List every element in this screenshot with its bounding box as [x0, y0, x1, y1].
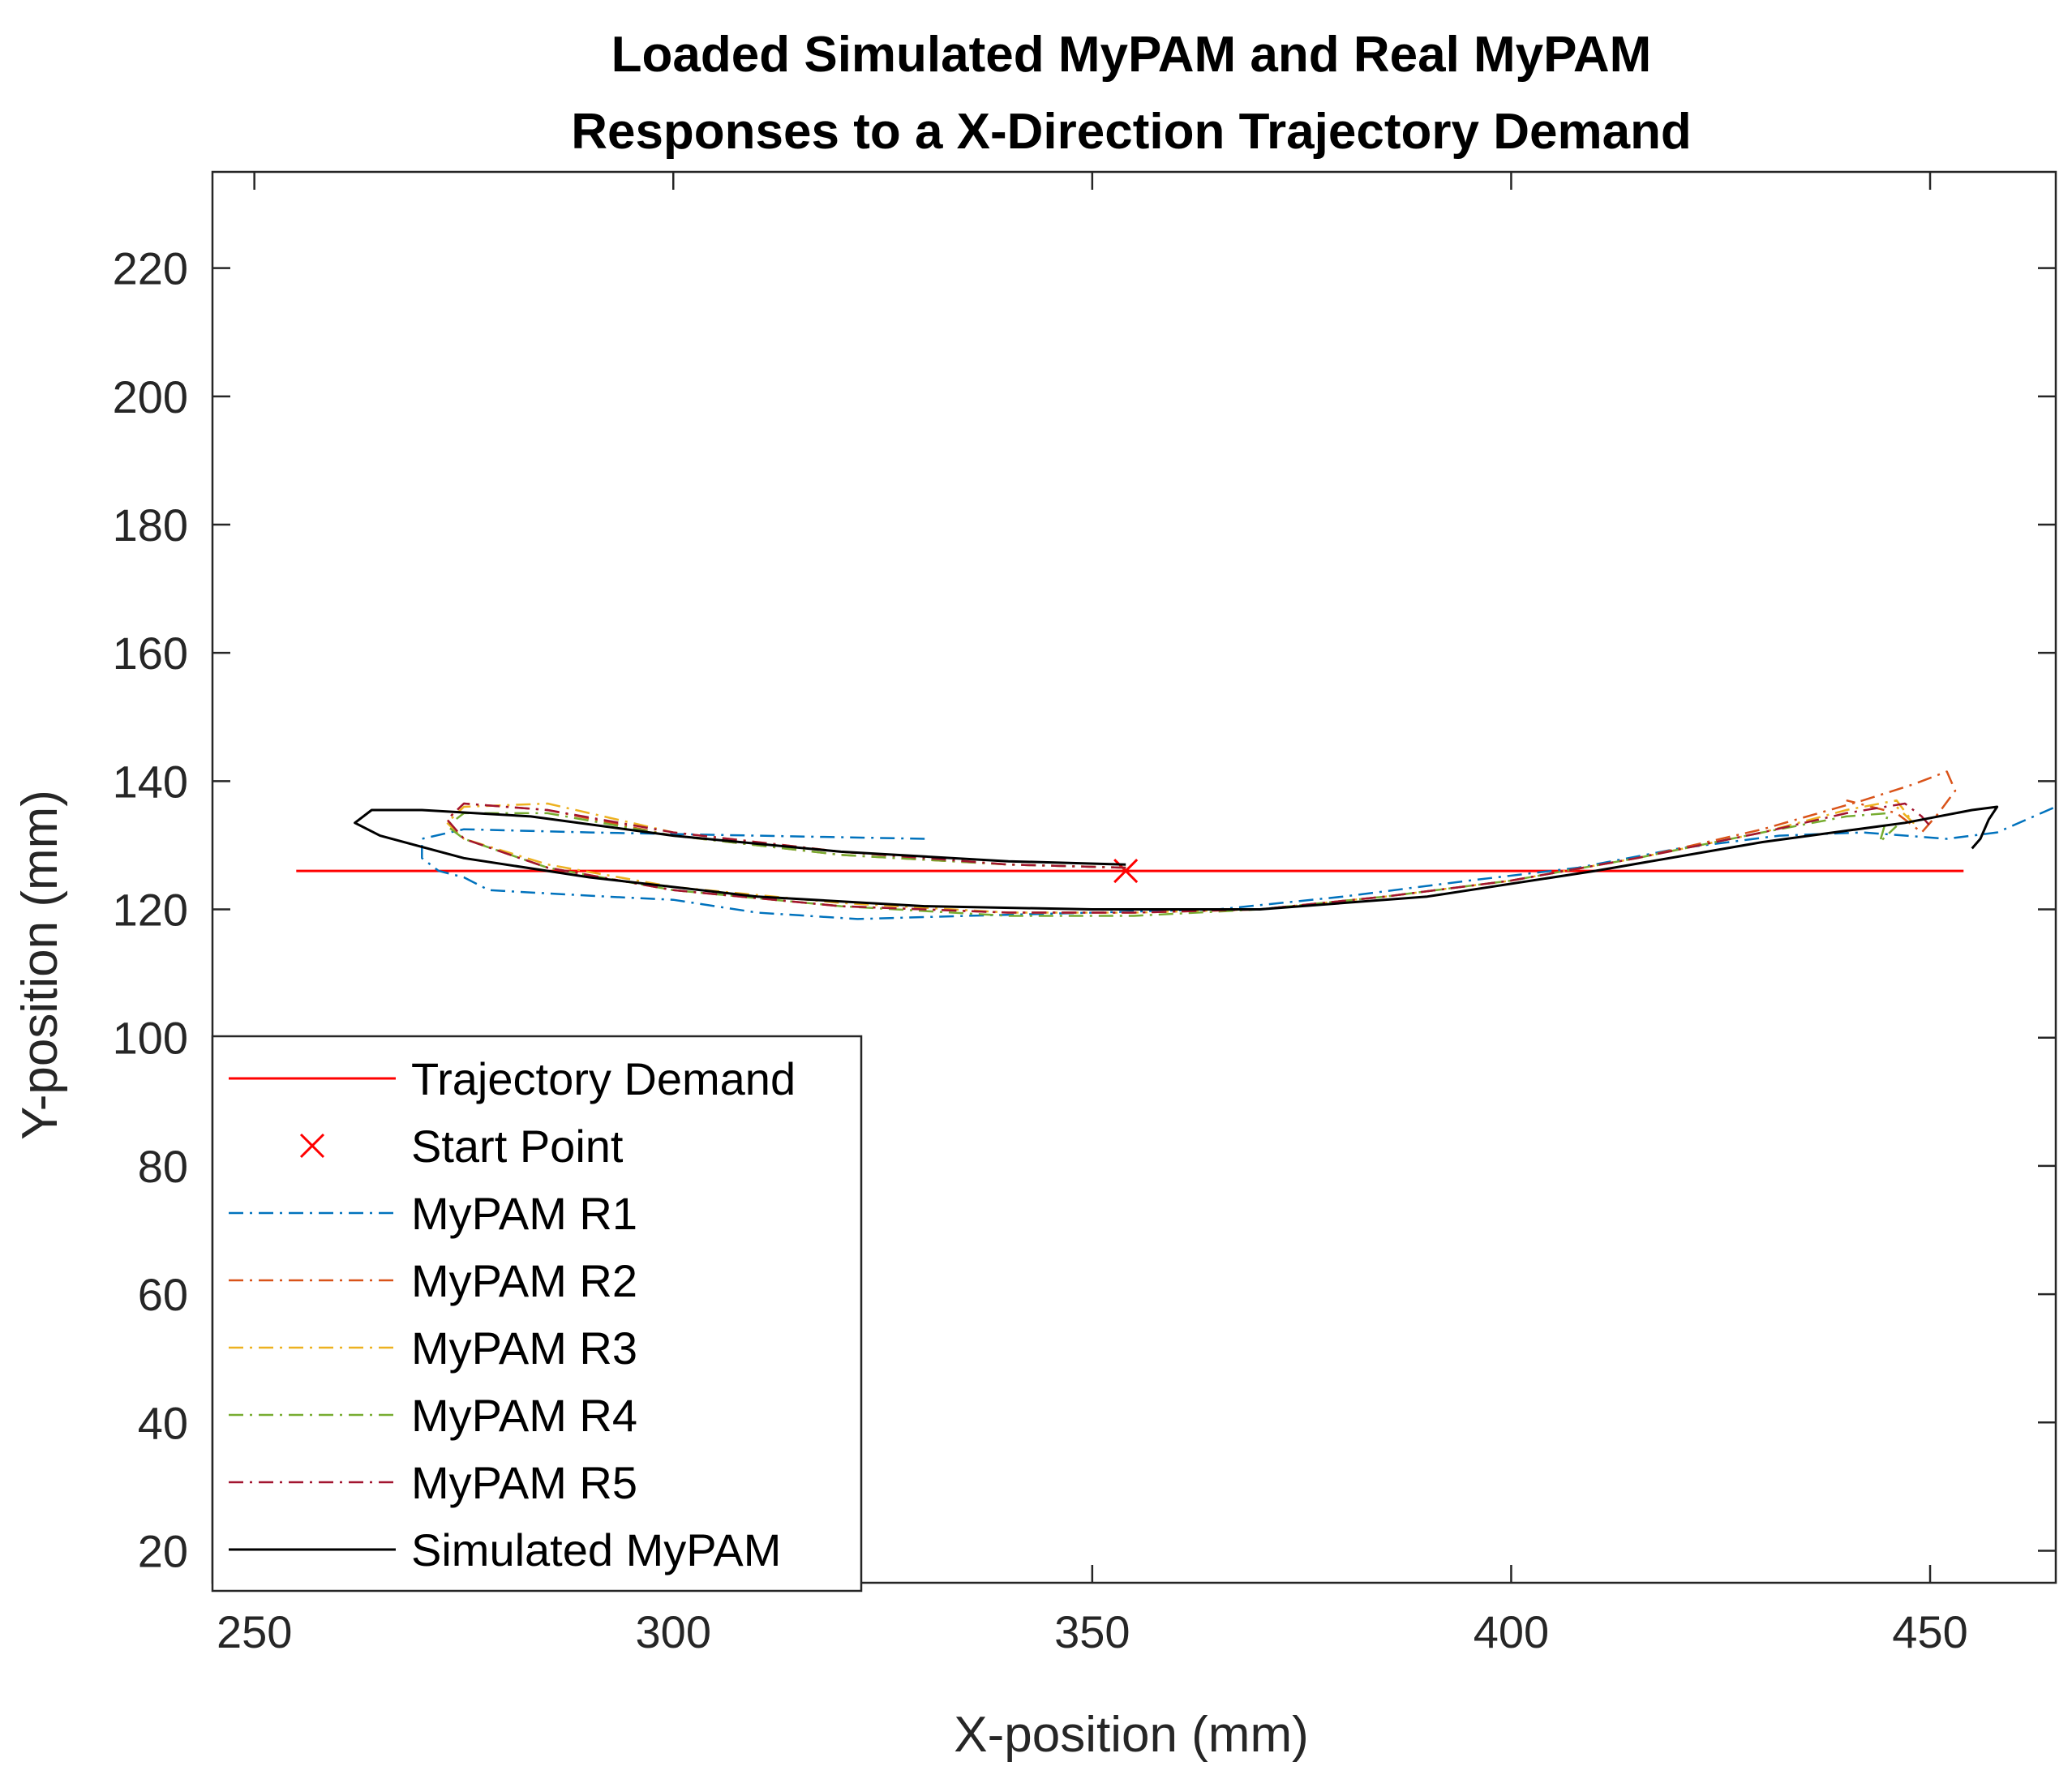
y-tick-label: 40: [138, 1397, 188, 1448]
x-axis-label: X-position (mm): [954, 1707, 1309, 1763]
legend-box: [211, 1035, 863, 1593]
y-tick-label: 180: [113, 499, 188, 551]
legend-item-mypam-r5: MyPAM R5: [229, 1457, 637, 1508]
series-line-mypam-r5: [446, 802, 1931, 914]
legend-label: Start Point: [411, 1121, 624, 1172]
legend-item-mypam-r4: MyPAM R4: [229, 1390, 637, 1441]
legend-item-trajectory-demand: Trajectory Demand: [229, 1053, 796, 1104]
legend: Trajectory Demand Start Point MyPAM R1 MyPA…: [211, 1035, 863, 1593]
chart-title-line-1: Loaded Simulated MyPAM and Real MyPAM: [611, 27, 1652, 83]
legend-label: Trajectory Demand: [411, 1053, 796, 1104]
series-line-mypam-r1: [421, 805, 2056, 920]
series-line-simulated-mypam: [354, 805, 1999, 911]
axes: 250 300 350 400 450 20 40 60 80 100 120 140 160 180 20…: [113, 170, 2057, 1657]
series-line-mypam-r3: [446, 799, 1915, 914]
legend-item-mypam-r3: MyPAM R3: [229, 1322, 637, 1374]
legend-label: Simulated MyPAM: [411, 1524, 781, 1575]
x-tick-label: 300: [636, 1606, 711, 1657]
y-tick-label: 140: [113, 756, 188, 807]
y-tick-label: 60: [138, 1269, 188, 1320]
start-point-marker-stroke-b: [1113, 859, 1139, 884]
legend-label: MyPAM R3: [411, 1322, 637, 1374]
series-line-mypam-r4: [446, 812, 1898, 917]
y-tick-label: 80: [138, 1141, 188, 1192]
y-tick-label: 200: [113, 371, 188, 422]
y-tick-label: 160: [113, 628, 188, 679]
legend-item-simulated-mypam: Simulated MyPAM: [229, 1524, 781, 1575]
series-group: [296, 770, 2056, 920]
chart-title: Loaded Simulated MyPAM and Real MyPAM Re…: [571, 27, 1692, 160]
legend-label: MyPAM R4: [411, 1390, 637, 1441]
legend-item-mypam-r1: MyPAM R1: [229, 1188, 637, 1239]
legend-label: MyPAM R2: [411, 1255, 637, 1306]
y-tick-label: 100: [113, 1013, 188, 1064]
plot-area: [296, 770, 2056, 920]
axes-frame: [211, 170, 2057, 1584]
x-tick-label: 450: [1892, 1606, 1967, 1657]
legend-label: MyPAM R5: [411, 1457, 637, 1508]
legend-label: MyPAM R1: [411, 1188, 637, 1239]
legend-marker-stroke-b: [299, 1133, 325, 1159]
y-tick-label: 20: [138, 1525, 188, 1576]
y-axis-label: Y-position (mm): [12, 790, 68, 1140]
y-tick-label: 120: [113, 885, 188, 936]
x-tick-label: 350: [1054, 1606, 1130, 1657]
x-tick-label: 250: [217, 1606, 292, 1657]
y-tick-label: 220: [113, 243, 188, 294]
legend-item-mypam-r2: MyPAM R2: [229, 1255, 637, 1306]
legend-item-start-point: Start Point: [299, 1121, 624, 1172]
chart-title-line-2: Responses to a X-Direction Trajectory De…: [571, 104, 1692, 160]
x-tick-label: 400: [1474, 1606, 1549, 1657]
